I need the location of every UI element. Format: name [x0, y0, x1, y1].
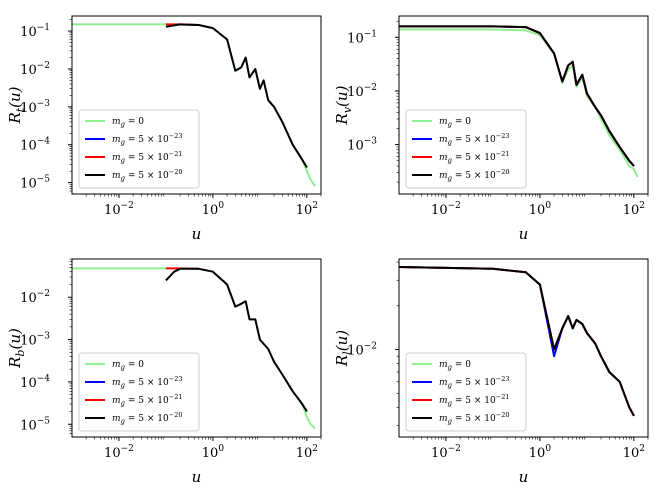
series-line-0: [399, 28, 639, 178]
legend: mg = 0 mg = 5 × 10−23 mg = 5 × 10−21 mg = 5…: [405, 352, 527, 432]
axes-frame: [71, 258, 322, 438]
legend-label-0: mg = 0: [112, 117, 144, 129]
y-tick-label: 10−2: [347, 83, 377, 100]
y-tick-label: 10−4: [20, 374, 50, 391]
legend-label-1: mg = 5 × 10−23: [439, 375, 509, 390]
x-axis-label: u: [519, 468, 529, 486]
y-axis-label: Rt(u): [6, 86, 27, 124]
y-tick-label: 10−4: [20, 137, 50, 154]
legend-label-3: mg = 5 × 10−20: [112, 411, 182, 426]
x-tick-label: 102: [296, 444, 318, 461]
legend-label-2: mg = 5 × 10−21: [112, 150, 182, 165]
legend: mg = 0 mg = 5 × 10−23 mg = 5 × 10−21 mg = 5…: [78, 352, 200, 432]
panel-Rv: 10−2 100 102 10−1 10−2 10−3 u Rv(u) mg = 0 mg = 5…: [333, 15, 649, 243]
series-line-3: [399, 25, 635, 167]
legend-label-2: mg = 5 × 10−21: [112, 393, 182, 408]
legend-label-2: mg = 5 × 10−21: [439, 393, 509, 408]
legend-label-0: mg = 0: [112, 360, 144, 372]
y-tick-label: 10−1: [347, 29, 377, 46]
y-tick-label: 10−5: [20, 416, 50, 433]
y-tick-label: 10−3: [347, 137, 377, 154]
legend-label-1: mg = 5 × 10−23: [439, 132, 509, 147]
y-axis-label: Rv(u): [333, 85, 354, 125]
legend: mg = 0 mg = 5 × 10−23 mg = 5 × 10−21 mg = 5…: [78, 109, 200, 189]
legend-label-0: mg = 0: [439, 117, 471, 129]
x-tick-label: 102: [623, 201, 645, 218]
legend-frame: [405, 109, 527, 189]
x-tick-label: 10−2: [104, 201, 134, 218]
x-tick-label: 100: [202, 201, 225, 218]
x-axis-label: u: [192, 225, 202, 243]
legend-label-2: mg = 5 × 10−21: [439, 150, 509, 165]
legend-frame: [405, 352, 527, 432]
y-tick-label: 10−3: [20, 332, 50, 349]
x-tick-label: 102: [296, 201, 318, 218]
series-group: [72, 267, 316, 430]
legend-label-1: mg = 5 × 10−23: [112, 132, 182, 147]
x-tick-label: 10−2: [431, 201, 461, 218]
x-tick-label: 100: [202, 444, 225, 461]
legend-label-0: mg = 0: [439, 360, 471, 372]
series-line-3: [399, 266, 635, 417]
y-tick-label: 10−1: [20, 23, 50, 40]
x-tick-label: 100: [529, 201, 552, 218]
x-axis-label: u: [192, 468, 202, 486]
y-tick-label: 10−2: [20, 61, 50, 78]
y-tick-label: 10−3: [20, 99, 50, 116]
axes-frame: [398, 258, 649, 438]
series-group: [72, 23, 316, 187]
legend-label-1: mg = 5 × 10−23: [112, 375, 182, 390]
legend-frame: [78, 109, 200, 189]
axes-frame: [398, 15, 649, 195]
panel-Rl: 10−2 100 102 10−2 u Rl(u) mg = 0 mg = 5 × 10−23…: [333, 258, 649, 486]
x-axis-label: u: [519, 225, 529, 243]
x-tick-label: 102: [623, 444, 645, 461]
legend-label-3: mg = 5 × 10−20: [439, 168, 509, 183]
axes-frame: [71, 15, 322, 195]
x-tick-label: 10−2: [104, 444, 134, 461]
series-group: [399, 266, 635, 417]
legend: mg = 0 mg = 5 × 10−23 mg = 5 × 10−21 mg = 5…: [405, 109, 527, 189]
series-group: [399, 25, 639, 178]
y-tick-label: 10−5: [20, 175, 50, 192]
series-line-3: [165, 267, 308, 413]
legend-label-3: mg = 5 × 10−20: [112, 168, 182, 183]
y-tick-label: 10−2: [20, 289, 50, 306]
legend-frame: [78, 352, 200, 432]
y-tick-label: 10−2: [347, 342, 377, 359]
y-axis-label: Rb(u): [6, 328, 27, 369]
y-axis-label: Rl(u): [333, 330, 354, 367]
panel-Rt: 10−2 100 102 10−1 10−2 10−3 10−4 10−5 u Rt(u) mg =…: [6, 15, 322, 243]
x-tick-label: 100: [529, 444, 552, 461]
series-line-3: [165, 23, 308, 169]
legend-label-3: mg = 5 × 10−20: [439, 411, 509, 426]
x-tick-label: 10−2: [431, 444, 461, 461]
